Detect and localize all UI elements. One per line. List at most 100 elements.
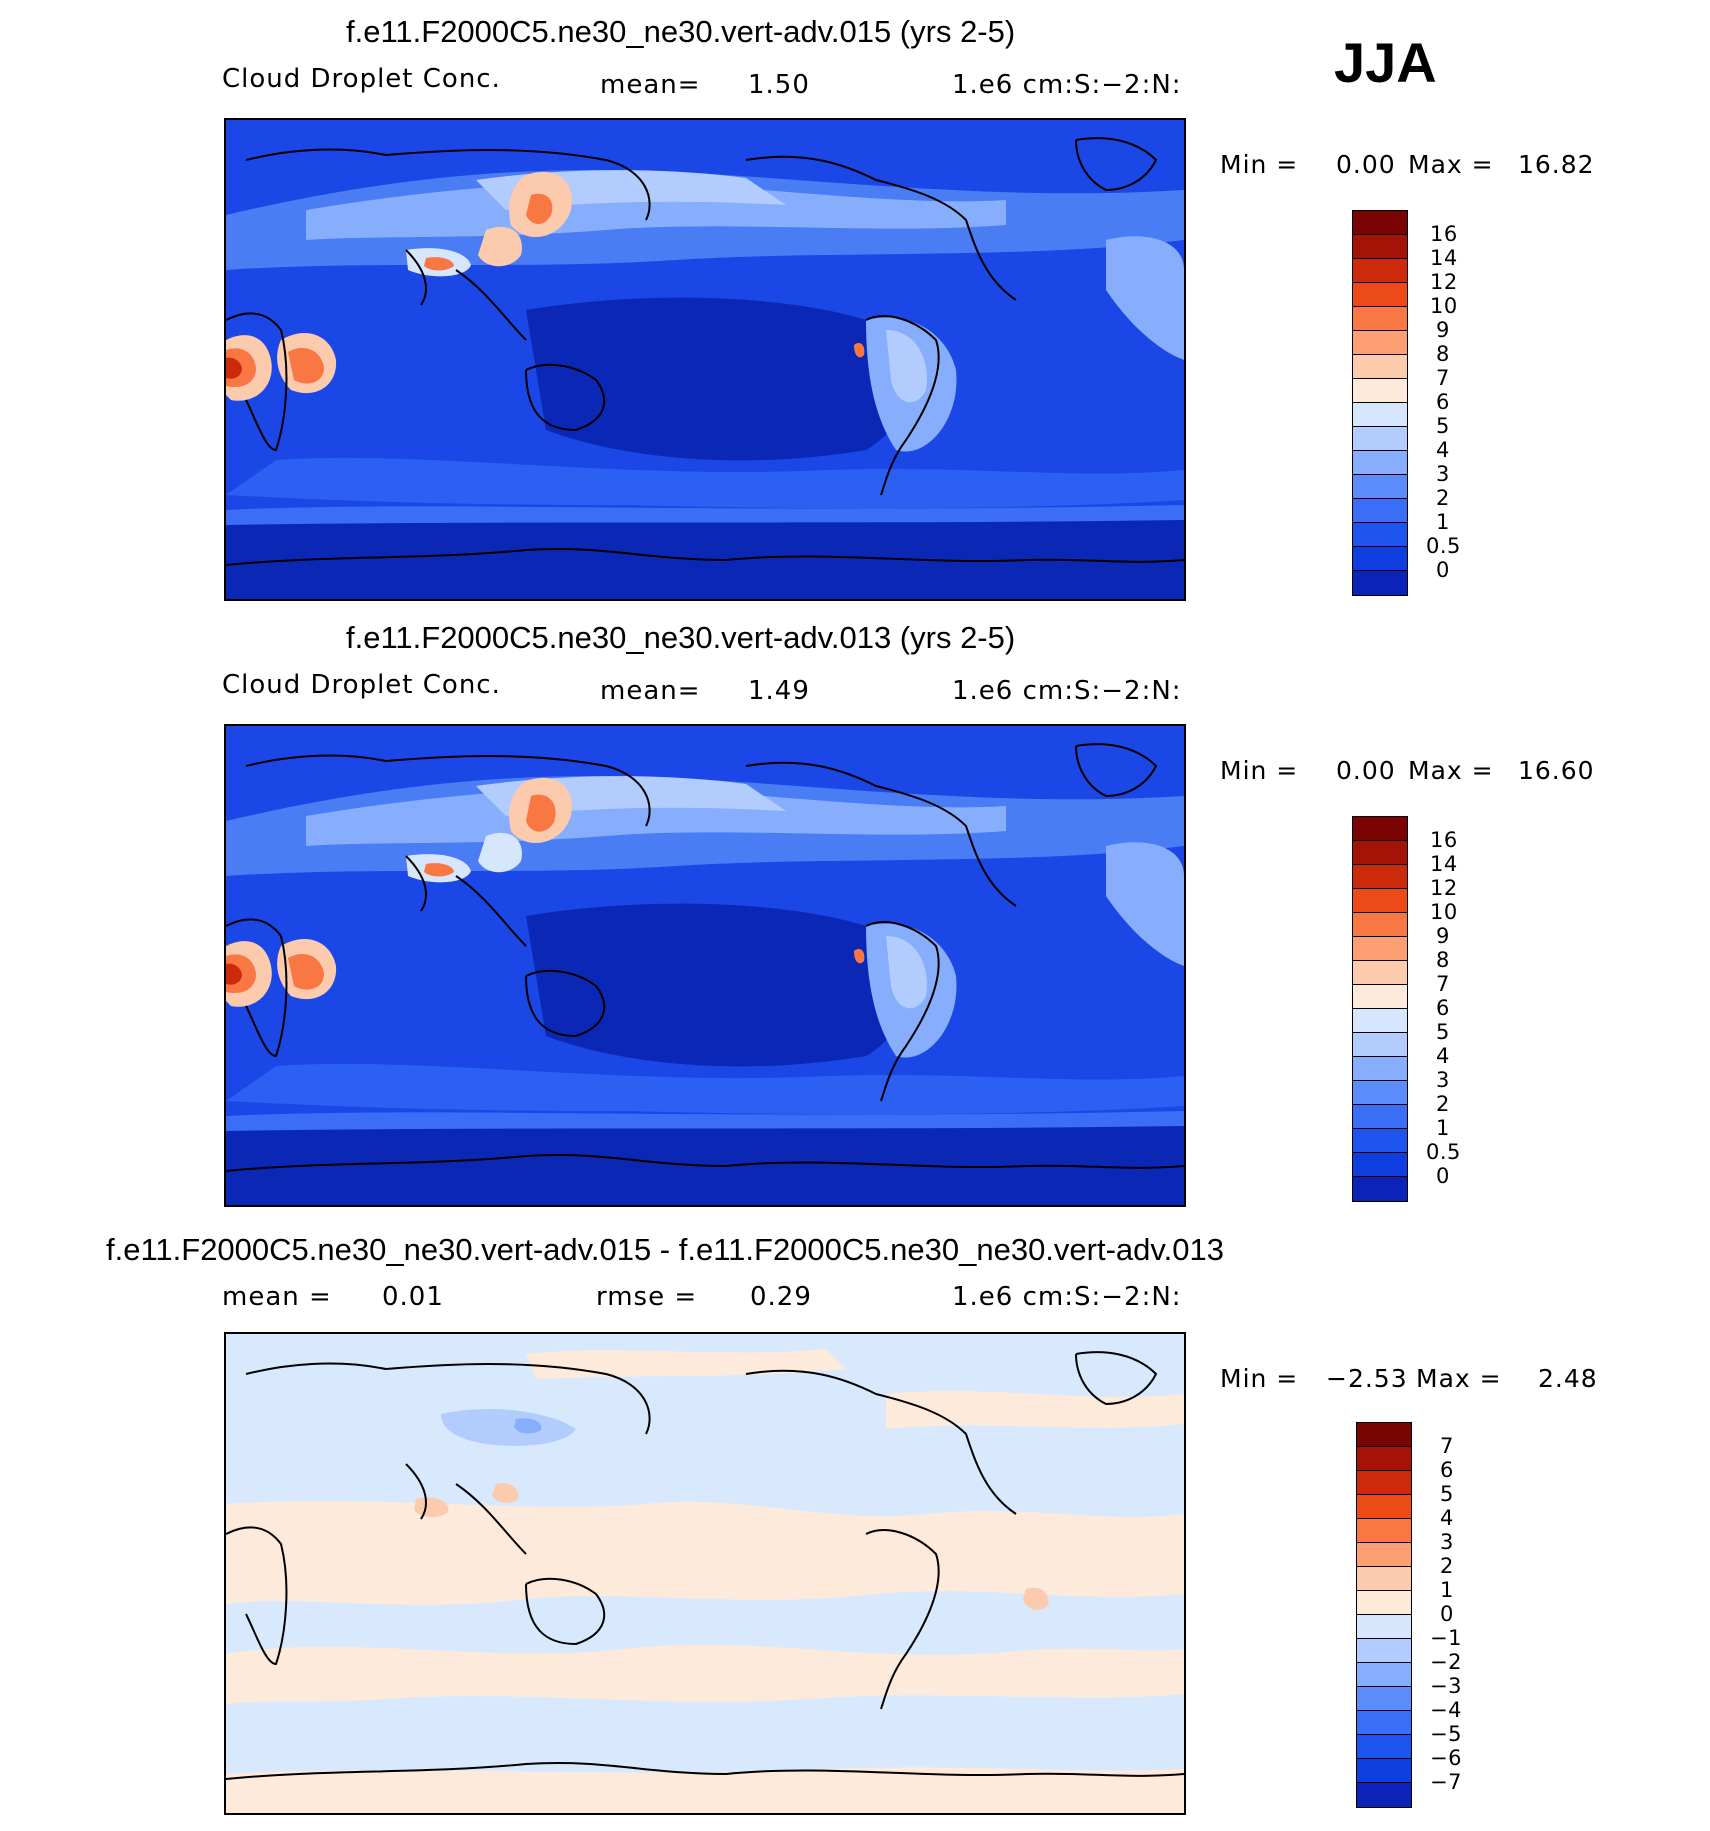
panel1-tick: 5 — [1436, 414, 1450, 438]
panel1-colorbar-swatch — [1353, 379, 1407, 403]
panel2-colorbar-swatch — [1353, 1057, 1407, 1081]
panel1-tick: 4 — [1436, 438, 1450, 462]
panel3-colorbar-swatch — [1357, 1471, 1411, 1495]
panel3-tick: 5 — [1440, 1482, 1454, 1506]
panel1-colorbar — [1352, 210, 1408, 596]
panel2-map — [224, 724, 1186, 1207]
panel3-tick: 4 — [1440, 1506, 1454, 1530]
panel3-units: 1.e6 cm:S:−2:N: — [952, 1282, 1182, 1312]
panel1-max-value: 16.82 — [1518, 150, 1595, 179]
panel1-colorbar-swatch — [1353, 427, 1407, 451]
panel3-colorbar-swatch — [1357, 1591, 1411, 1615]
panel3-rmse-label: rmse = — [596, 1282, 698, 1312]
panel3-colorbar-swatch — [1357, 1711, 1411, 1735]
panel2-tick: 7 — [1436, 972, 1450, 996]
panel3-tick: −2 — [1430, 1650, 1462, 1674]
panel2-title: f.e11.F2000C5.ne30_ne30.vert-adv.013 (yr… — [346, 620, 1016, 655]
panel2-tick: 3 — [1436, 1068, 1450, 1092]
panel2-tick: 16 — [1430, 828, 1458, 852]
panel1-tick: 1 — [1436, 510, 1450, 534]
panel1-tick: 7 — [1436, 366, 1450, 390]
panel2-tick: 0 — [1436, 1164, 1450, 1188]
panel1-title: f.e11.F2000C5.ne30_ne30.vert-adv.015 (yr… — [346, 14, 1016, 49]
panel3-min-value: −2.53 — [1326, 1364, 1408, 1393]
panel3-mean-label: mean = — [222, 1282, 332, 1312]
panel2-map-svg — [226, 726, 1184, 1205]
panel3-max-value: 2.48 — [1538, 1364, 1598, 1393]
panel3-max-label: Max = — [1416, 1364, 1502, 1393]
panel1-tick: 0 — [1436, 558, 1450, 582]
panel3-colorbar-swatch — [1357, 1447, 1411, 1471]
panel2-max-label: Max = — [1408, 756, 1494, 785]
panel2-tick: 2 — [1436, 1092, 1450, 1116]
panel2-tick: 4 — [1436, 1044, 1450, 1068]
panel2-colorbar-swatch — [1353, 1033, 1407, 1057]
panel3-colorbar-swatch — [1357, 1663, 1411, 1687]
panel2-colorbar-swatch — [1353, 1177, 1407, 1201]
panel3-min-label: Min = — [1220, 1364, 1299, 1393]
panel1-colorbar-swatch — [1353, 475, 1407, 499]
panel2-tick: 9 — [1436, 924, 1450, 948]
panel2-colorbar-swatch — [1353, 865, 1407, 889]
panel1-colorbar-swatch — [1353, 235, 1407, 259]
panel1-tick: 10 — [1430, 294, 1458, 318]
panel3-tick: 7 — [1440, 1434, 1454, 1458]
panel1-tick: 12 — [1430, 270, 1458, 294]
panel1-units: 1.e6 cm:S:−2:N: — [952, 70, 1182, 100]
panel3-tick: −6 — [1430, 1746, 1462, 1770]
panel3-colorbar-swatch — [1357, 1687, 1411, 1711]
panel3-mean-value: 0.01 — [382, 1282, 444, 1312]
panel2-colorbar-swatch — [1353, 1081, 1407, 1105]
panel1-colorbar-swatch — [1353, 451, 1407, 475]
panel2-colorbar — [1352, 816, 1408, 1202]
panel1-colorbar-swatch — [1353, 355, 1407, 379]
panel3-colorbar-swatch — [1357, 1639, 1411, 1663]
panel2-colorbar-swatch — [1353, 841, 1407, 865]
panel1-variable-label: Cloud Droplet Conc. — [222, 64, 501, 94]
panel2-colorbar-swatch — [1353, 889, 1407, 913]
panel2-colorbar-swatch — [1353, 1009, 1407, 1033]
panel1-map-svg — [226, 120, 1184, 599]
panel3-map-svg — [226, 1334, 1184, 1813]
panel3-tick: −7 — [1430, 1770, 1462, 1794]
panel1-mean-label: mean= — [600, 70, 701, 100]
panel3-colorbar-swatch — [1357, 1519, 1411, 1543]
panel1-mean-value: 1.50 — [748, 70, 810, 100]
panel3-colorbar-swatch — [1357, 1423, 1411, 1447]
panel3-colorbar-swatch — [1357, 1783, 1411, 1807]
panel2-tick: 8 — [1436, 948, 1450, 972]
panel3-tick: 3 — [1440, 1530, 1454, 1554]
panel2-colorbar-swatch — [1353, 817, 1407, 841]
panel3-colorbar-swatch — [1357, 1759, 1411, 1783]
panel2-mean-label: mean= — [600, 676, 701, 706]
panel1-tick: 0.5 — [1426, 534, 1461, 558]
panel3-colorbar-swatch — [1357, 1735, 1411, 1759]
panel1-map — [224, 118, 1186, 601]
panel2-colorbar-swatch — [1353, 1129, 1407, 1153]
panel1-min-value: 0.00 — [1336, 150, 1396, 179]
panel1-colorbar-swatch — [1353, 211, 1407, 235]
panel2-min-value: 0.00 — [1336, 756, 1396, 785]
panel1-colorbar-swatch — [1353, 523, 1407, 547]
panel2-tick: 0.5 — [1426, 1140, 1461, 1164]
panel1-tick: 3 — [1436, 462, 1450, 486]
panel2-max-value: 16.60 — [1518, 756, 1595, 785]
panel3-colorbar — [1356, 1422, 1412, 1808]
panel3-colorbar-swatch — [1357, 1543, 1411, 1567]
panel2-tick: 5 — [1436, 1020, 1450, 1044]
panel1-tick: 6 — [1436, 390, 1450, 414]
panel3-tick: 0 — [1440, 1602, 1454, 1626]
panel2-colorbar-swatch — [1353, 985, 1407, 1009]
panel1-tick: 8 — [1436, 342, 1450, 366]
panel2-tick: 12 — [1430, 876, 1458, 900]
panel2-variable-label: Cloud Droplet Conc. — [222, 670, 501, 700]
panel1-colorbar-swatch — [1353, 547, 1407, 571]
panel2-colorbar-swatch — [1353, 913, 1407, 937]
panel2-colorbar-swatch — [1353, 1105, 1407, 1129]
panel2-colorbar-swatch — [1353, 961, 1407, 985]
panel1-max-label: Max = — [1408, 150, 1494, 179]
panel3-tick: 1 — [1440, 1578, 1454, 1602]
panel2-tick: 6 — [1436, 996, 1450, 1020]
panel3-rmse-value: 0.29 — [750, 1282, 812, 1312]
panel3-map — [224, 1332, 1186, 1815]
